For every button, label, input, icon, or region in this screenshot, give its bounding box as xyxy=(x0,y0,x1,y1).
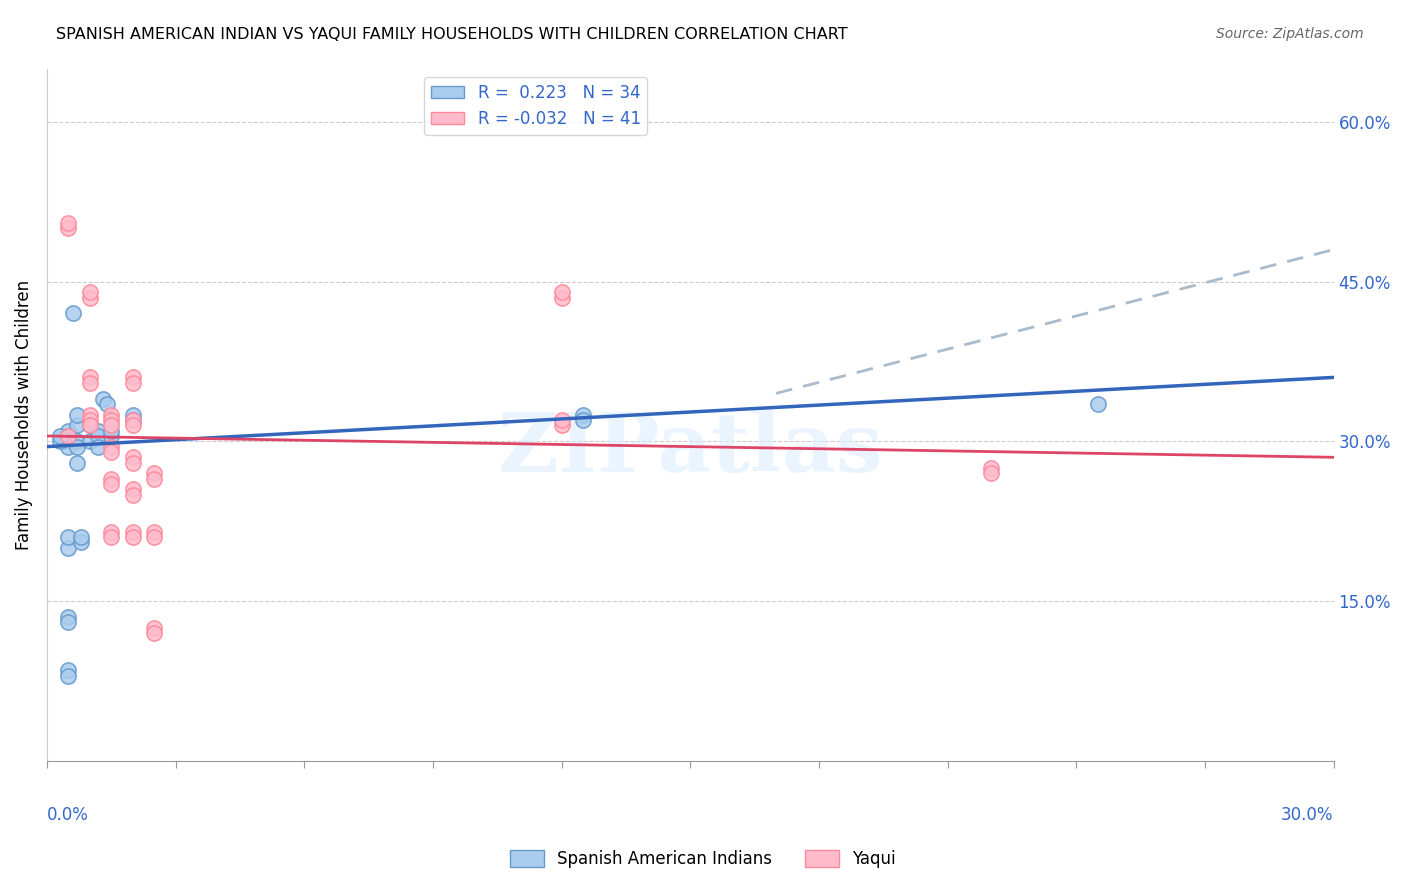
Point xyxy=(58,440,80,454)
Point xyxy=(121,408,143,422)
Point xyxy=(100,418,122,433)
Point xyxy=(66,418,89,433)
Point xyxy=(58,216,80,230)
Point xyxy=(79,413,101,427)
Point xyxy=(79,370,101,384)
Point xyxy=(100,424,122,438)
Point xyxy=(87,440,110,454)
Point xyxy=(58,429,80,443)
Point xyxy=(58,610,80,624)
Point xyxy=(121,530,143,544)
Point xyxy=(70,535,93,549)
Point xyxy=(1087,397,1109,411)
Point xyxy=(121,413,143,427)
Text: SPANISH AMERICAN INDIAN VS YAQUI FAMILY HOUSEHOLDS WITH CHILDREN CORRELATION CHA: SPANISH AMERICAN INDIAN VS YAQUI FAMILY … xyxy=(56,27,848,42)
Text: 0.0%: 0.0% xyxy=(46,805,89,824)
Point xyxy=(91,392,114,406)
Point xyxy=(143,467,166,481)
Point xyxy=(79,418,101,433)
Point xyxy=(100,429,122,443)
Y-axis label: Family Households with Children: Family Households with Children xyxy=(15,279,32,549)
Point xyxy=(58,663,80,677)
Point xyxy=(121,370,143,384)
Point xyxy=(979,461,1001,475)
Point xyxy=(979,467,1001,481)
Point xyxy=(70,530,93,544)
Point xyxy=(121,450,143,465)
Point xyxy=(143,524,166,539)
Point xyxy=(96,397,118,411)
Point xyxy=(121,413,143,427)
Text: ZIPatlas: ZIPatlas xyxy=(498,409,883,490)
Point xyxy=(66,408,89,422)
Point xyxy=(66,434,89,449)
Text: 30.0%: 30.0% xyxy=(1281,805,1334,824)
Point xyxy=(79,291,101,305)
Point xyxy=(143,472,166,486)
Point xyxy=(100,476,122,491)
Text: Source: ZipAtlas.com: Source: ZipAtlas.com xyxy=(1216,27,1364,41)
Point xyxy=(121,524,143,539)
Point xyxy=(100,440,122,454)
Point xyxy=(100,408,122,422)
Point xyxy=(100,413,122,427)
Point xyxy=(62,306,84,320)
Point xyxy=(550,418,572,433)
Point xyxy=(79,285,101,300)
Point xyxy=(87,424,110,438)
Legend: Spanish American Indians, Yaqui: Spanish American Indians, Yaqui xyxy=(503,843,903,875)
Point xyxy=(58,424,80,438)
Point xyxy=(121,482,143,496)
Point xyxy=(572,408,595,422)
Point xyxy=(58,541,80,555)
Point xyxy=(66,440,89,454)
Point xyxy=(143,530,166,544)
Point xyxy=(79,408,101,422)
Point xyxy=(121,456,143,470)
Point xyxy=(121,418,143,433)
Point xyxy=(79,376,101,390)
Point xyxy=(87,429,110,443)
Point xyxy=(58,429,80,443)
Point xyxy=(58,530,80,544)
Point xyxy=(100,472,122,486)
Point xyxy=(58,615,80,630)
Point xyxy=(79,434,101,449)
Point xyxy=(143,626,166,640)
Legend: R =  0.223   N = 34, R = -0.032   N = 41: R = 0.223 N = 34, R = -0.032 N = 41 xyxy=(425,77,647,135)
Point xyxy=(66,456,89,470)
Point xyxy=(572,413,595,427)
Point xyxy=(121,487,143,501)
Point xyxy=(79,418,101,433)
Point xyxy=(550,413,572,427)
Point xyxy=(58,434,80,449)
Point xyxy=(550,291,572,305)
Point xyxy=(58,221,80,235)
Point xyxy=(49,429,72,443)
Point xyxy=(100,530,122,544)
Point xyxy=(100,445,122,459)
Point xyxy=(121,376,143,390)
Point xyxy=(100,524,122,539)
Point xyxy=(550,285,572,300)
Point xyxy=(143,621,166,635)
Point xyxy=(58,668,80,682)
Point xyxy=(49,434,72,449)
